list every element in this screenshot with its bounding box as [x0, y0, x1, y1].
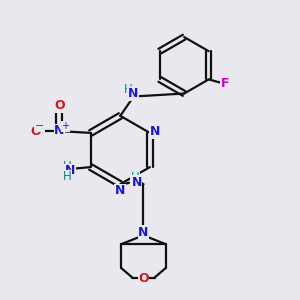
Text: N: N: [150, 125, 160, 138]
Text: H: H: [131, 171, 140, 184]
Text: −: −: [35, 121, 44, 131]
Text: O: O: [54, 99, 65, 112]
Text: N: N: [131, 176, 142, 189]
Text: N: N: [138, 226, 148, 239]
Text: O: O: [138, 272, 149, 285]
Text: N: N: [128, 87, 138, 100]
Text: H: H: [62, 160, 71, 173]
Text: H: H: [124, 82, 133, 96]
Text: H: H: [62, 170, 71, 183]
Text: F: F: [221, 77, 229, 90]
Text: N: N: [65, 164, 75, 177]
Text: +: +: [61, 121, 69, 131]
Text: N: N: [115, 184, 125, 197]
Text: N: N: [54, 124, 65, 137]
Text: O: O: [30, 125, 41, 138]
